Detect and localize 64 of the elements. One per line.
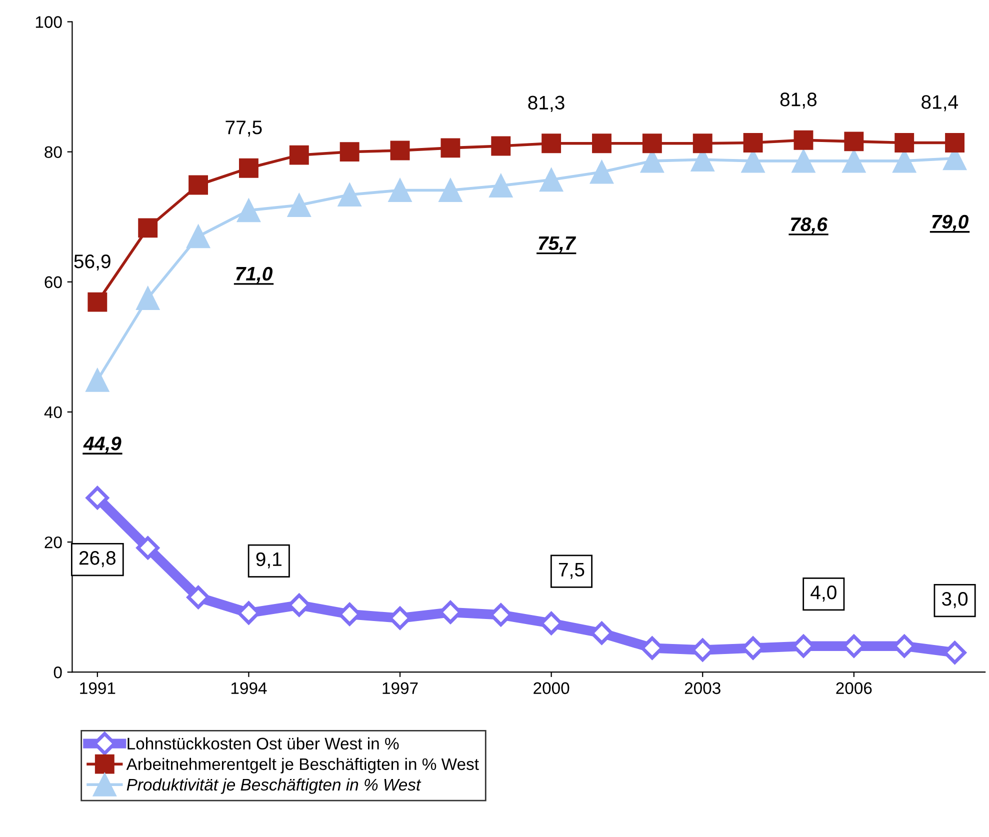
point	[289, 145, 309, 165]
x-tick-label: 1997	[382, 682, 418, 694]
x-tick-label: 2003	[684, 682, 720, 694]
x-tick-label: 1994	[231, 682, 267, 694]
point	[894, 133, 914, 152]
x-tick-label: 2006	[836, 682, 872, 694]
data-label: 79,0	[932, 214, 968, 232]
y-tick-label: 100	[36, 16, 62, 28]
point	[86, 368, 110, 392]
point	[642, 134, 662, 154]
point	[338, 182, 362, 207]
data-label: 44,9	[83, 436, 122, 454]
data-label: 56,9	[74, 254, 110, 271]
point	[592, 134, 612, 154]
point	[236, 198, 261, 222]
point	[287, 193, 311, 217]
data-label: 9,1	[256, 552, 282, 568]
data-label: 75,7	[538, 236, 576, 253]
point	[945, 133, 965, 152]
point	[540, 168, 564, 192]
point	[692, 134, 712, 154]
point	[238, 158, 258, 178]
point	[590, 160, 614, 184]
point	[489, 174, 513, 198]
point	[491, 136, 511, 156]
data-label: 26,8	[79, 551, 116, 568]
x-tick-label: 1991	[80, 682, 116, 694]
point	[440, 138, 460, 158]
point	[794, 130, 814, 150]
point	[86, 486, 109, 510]
point	[743, 133, 763, 152]
legend-label: Lohnstückkosten Ost über West in %	[128, 737, 399, 750]
data-label: 71,0	[236, 266, 272, 284]
point	[842, 149, 866, 173]
point	[188, 175, 208, 195]
point	[88, 292, 108, 312]
point	[542, 134, 562, 154]
data-label: 78,6	[790, 217, 828, 234]
point	[844, 132, 864, 152]
y-tick-label: 80	[44, 146, 62, 158]
data-label: 7,5	[558, 562, 584, 579]
point	[390, 140, 410, 160]
data-label: 81,3	[528, 96, 564, 112]
y-tick-label: 60	[44, 276, 62, 288]
data-label: 81,8	[780, 92, 817, 109]
x-tick-label: 2000	[534, 682, 570, 694]
y-tick-label: 40	[44, 406, 62, 418]
point	[138, 218, 158, 238]
data-label: 81,4	[922, 95, 958, 112]
point	[136, 536, 160, 560]
point	[136, 286, 160, 310]
point	[388, 178, 412, 202]
legend-label: Produktivität je Beschäftigten in % West	[126, 778, 422, 794]
point	[438, 178, 462, 202]
legend-label: Arbeitnehmerentgelt je Beschäftigten in % West	[126, 758, 479, 774]
point	[340, 142, 360, 162]
data-label: 3,0	[942, 592, 968, 608]
point	[792, 149, 816, 173]
point	[186, 586, 210, 609]
data-label: 4,0	[810, 586, 836, 602]
point	[186, 224, 210, 248]
y-tick-label: 20	[44, 536, 62, 548]
data-label: 77,5	[226, 120, 262, 137]
y-tick-label: 0	[54, 666, 62, 678]
